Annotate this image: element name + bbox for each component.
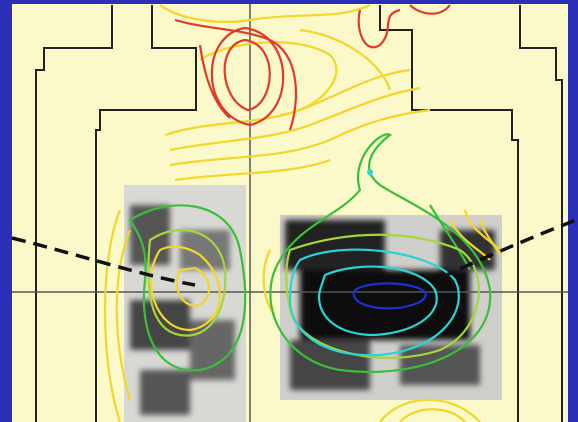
dark-patch bbox=[285, 220, 385, 270]
contour bbox=[357, 8, 401, 49]
dark-patch bbox=[300, 270, 470, 340]
outline bbox=[35, 5, 563, 422]
dark-patch bbox=[130, 300, 190, 350]
contour bbox=[399, 408, 466, 422]
contour bbox=[478, 219, 501, 256]
contour bbox=[223, 38, 271, 112]
image-texture-right bbox=[285, 220, 495, 390]
contour bbox=[199, 41, 338, 117]
contour bbox=[103, 209, 122, 422]
contour bbox=[318, 265, 438, 337]
contour bbox=[210, 26, 285, 127]
contours-red bbox=[174, 4, 451, 131]
contour bbox=[174, 158, 331, 182]
contour bbox=[175, 266, 211, 307]
contour bbox=[379, 398, 481, 422]
contour bbox=[299, 28, 392, 91]
contour bbox=[159, 4, 371, 23]
contours-cyan bbox=[288, 169, 460, 357]
contour bbox=[115, 229, 132, 401]
cyan-dot bbox=[367, 169, 373, 175]
contours-yellow bbox=[103, 4, 501, 422]
contour bbox=[150, 245, 221, 332]
dashed-curve bbox=[11, 218, 577, 287]
contour bbox=[198, 44, 231, 119]
contour bbox=[174, 18, 298, 131]
contour bbox=[409, 4, 451, 15]
dark-patch bbox=[130, 205, 170, 265]
contour bbox=[269, 133, 492, 373]
contour bbox=[169, 86, 421, 152]
dark-patch bbox=[400, 345, 480, 385]
contour bbox=[463, 209, 501, 251]
dark-patch bbox=[140, 370, 190, 415]
contour bbox=[169, 108, 431, 167]
contour bbox=[147, 228, 227, 337]
contour bbox=[288, 248, 460, 357]
contour-blue bbox=[352, 282, 427, 310]
